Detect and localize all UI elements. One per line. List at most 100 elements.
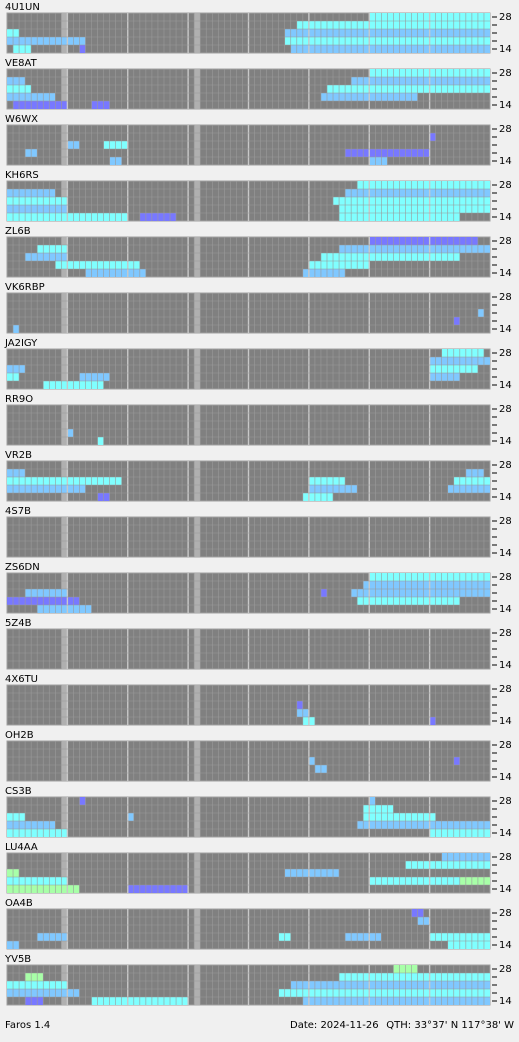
station-call: ZL6B [5, 226, 31, 237]
band-label: 14 [499, 884, 512, 895]
band-label: 14 [499, 212, 512, 223]
band-label: 28 [499, 68, 512, 79]
marker-column [61, 405, 68, 445]
marker-column [194, 573, 201, 613]
signal-cell [25, 997, 44, 1005]
station-call: JA2IGY [4, 338, 38, 349]
signal-cell [7, 37, 86, 45]
marker-column [61, 797, 68, 837]
signal-cell [13, 101, 68, 109]
marker-column [194, 517, 201, 557]
band-label: 28 [499, 348, 512, 359]
band-label: 28 [499, 236, 512, 247]
qth: QTH: 33°37' N 117°38' W [386, 1020, 514, 1031]
signal-cell [369, 157, 388, 165]
signal-cell [339, 245, 490, 253]
signal-cell [369, 797, 376, 805]
station-call: LU4AA [5, 842, 38, 853]
date: Date: 2024-11-26 [290, 1020, 379, 1031]
station-call: CS3B [5, 786, 32, 797]
app-version: Faros 1.4 [5, 1020, 50, 1031]
station-call: ZS6DN [5, 562, 40, 573]
band-label: 14 [499, 716, 512, 727]
signal-cell [302, 997, 490, 1005]
station-call: VK6RBP [5, 282, 45, 293]
marker-column [194, 405, 201, 445]
band-label: 28 [499, 572, 512, 583]
band-label: 14 [499, 380, 512, 391]
band-label: 28 [499, 516, 512, 527]
band-label: 28 [499, 852, 512, 863]
signal-cell [453, 317, 460, 325]
signal-cell [284, 869, 340, 877]
station-call: RR9O [5, 394, 33, 405]
marker-column [61, 741, 68, 781]
signal-cell [351, 77, 490, 85]
signal-cell [477, 309, 484, 317]
band-label: 28 [499, 404, 512, 415]
marker-column [61, 517, 68, 557]
signal-cell [7, 477, 122, 485]
signal-cell [326, 85, 490, 93]
station-call: 4X6TU [5, 674, 38, 685]
signal-cell [447, 485, 490, 493]
signal-cell [290, 981, 490, 989]
band-label: 28 [499, 796, 512, 807]
station-call: YV5B [4, 954, 31, 965]
marker-column [194, 69, 201, 109]
signal-cell [127, 813, 134, 821]
signal-cell [453, 757, 460, 765]
marker-column [61, 13, 68, 53]
marker-column [194, 741, 201, 781]
station-call: KH6RS [5, 170, 39, 181]
band-label: 14 [499, 100, 512, 111]
marker-column [61, 685, 68, 725]
band-label: 14 [499, 548, 512, 559]
signal-cell [363, 805, 394, 813]
marker-column [61, 125, 68, 165]
signal-cell [465, 469, 484, 477]
signal-cell [363, 581, 490, 589]
marker-column [61, 629, 68, 669]
band-label: 14 [499, 492, 512, 503]
signal-cell [290, 45, 490, 53]
marker-column [194, 685, 201, 725]
band-label: 14 [499, 828, 512, 839]
marker-column [194, 349, 201, 389]
signal-cell [320, 253, 460, 261]
station-call: OH2B [5, 730, 34, 741]
band-label: 28 [499, 292, 512, 303]
signal-cell [429, 133, 436, 141]
band-label: 28 [499, 964, 512, 975]
signal-cell [7, 365, 26, 373]
marker-column [61, 349, 68, 389]
signal-cell [308, 757, 315, 765]
band-label: 28 [499, 740, 512, 751]
band-label: 14 [499, 436, 512, 447]
signal-cell [79, 373, 110, 381]
marker-column [61, 909, 68, 949]
signal-cell [79, 797, 86, 805]
signal-cell [13, 45, 32, 53]
band-label: 14 [499, 996, 512, 1007]
signal-cell [441, 349, 484, 357]
band-label: 28 [499, 684, 512, 695]
marker-column [194, 237, 201, 277]
signal-cell [25, 589, 68, 597]
band-label: 28 [499, 460, 512, 471]
station-call: 5Z4B [5, 618, 32, 629]
signal-cell [447, 941, 490, 949]
marker-column [194, 13, 201, 53]
signal-cell [97, 437, 104, 445]
signal-cell [320, 589, 327, 597]
signal-cell [67, 429, 74, 437]
signal-cell [429, 373, 460, 381]
band-label: 28 [499, 628, 512, 639]
signal-cell [339, 205, 490, 213]
band-label: 28 [499, 908, 512, 919]
signal-cell [351, 589, 490, 597]
signal-cell [37, 933, 68, 941]
signal-cell [79, 45, 86, 53]
